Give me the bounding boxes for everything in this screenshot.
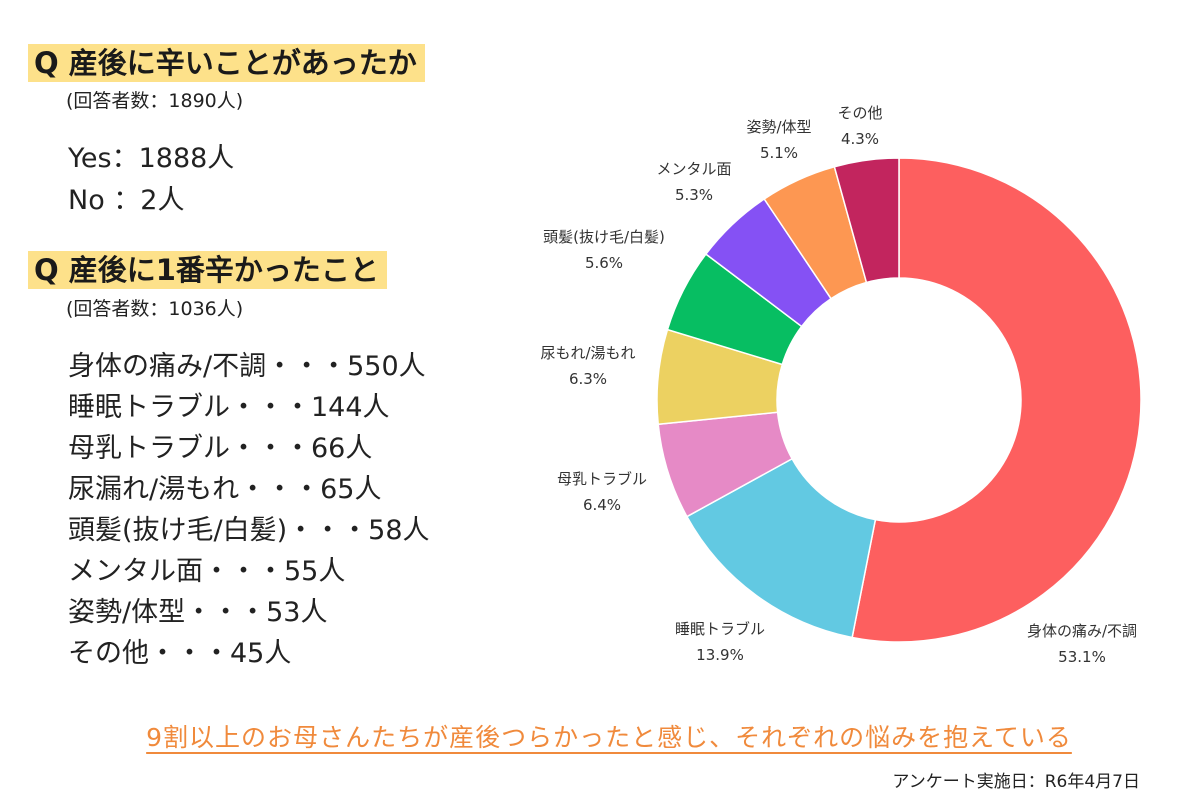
donut-slice xyxy=(833,157,900,284)
question2-respondents: (回答者数：1036人) xyxy=(66,298,244,320)
question1-respondents: (回答者数：1890人) xyxy=(66,90,244,112)
donut-slice xyxy=(851,157,1142,643)
answer-item: 睡眠トラブル・・・144人 xyxy=(68,392,390,423)
slice-category-label: 姿勢/体型 xyxy=(746,118,811,136)
survey-date: アンケート実施日：R6年4月7日 xyxy=(892,772,1140,792)
slice-value-label: 53.1% xyxy=(1058,648,1106,666)
slice-category-label: 身体の痛み/不調 xyxy=(1027,622,1137,640)
answer-list: 身体の痛み/不調・・・550人 睡眠トラブル・・・144人 母乳トラブル・・・6… xyxy=(68,346,430,674)
slice-value-label: 5.3% xyxy=(675,186,713,204)
summary-message: 9割以上のお母さんたちが産後つらかったと感じ、それぞれの悩みを抱えている xyxy=(146,723,1072,752)
slice-value-label: 6.4% xyxy=(583,496,621,514)
slice-category-label: 尿もれ/湯もれ xyxy=(540,344,635,362)
slice-category-label: メンタル面 xyxy=(656,160,731,178)
answer-item: メンタル面・・・55人 xyxy=(68,556,346,587)
answer-item: 母乳トラブル・・・66人 xyxy=(68,433,373,464)
answer-item: 尿漏れ/湯もれ・・・65人 xyxy=(68,474,382,505)
slice-value-label: 6.3% xyxy=(569,370,607,388)
answer-item: 姿勢/体型・・・53人 xyxy=(68,597,328,628)
slice-value-label: 13.9% xyxy=(696,646,744,664)
question2-title: Q 産後に1番辛かったこと xyxy=(28,251,387,289)
slice-value-label: 4.3% xyxy=(841,130,879,148)
answer-item: 身体の痛み/不調・・・550人 xyxy=(68,351,426,382)
slice-category-label: 母乳トラブル xyxy=(557,470,647,488)
question1-title: Q 産後に辛いことがあったか xyxy=(28,44,425,82)
slice-category-label: その他 xyxy=(837,104,882,122)
slice-category-label: 睡眠トラブル xyxy=(675,620,765,638)
slice-category-label: 頭髪(抜け毛/白髪) xyxy=(543,228,665,246)
no-count: No ：2人 xyxy=(68,185,185,216)
yes-count: Yes：1888人 xyxy=(68,143,235,174)
donut-slice xyxy=(685,457,877,639)
answer-item: その他・・・45人 xyxy=(68,638,292,669)
answer-item: 頭髪(抜け毛/白髪)・・・58人 xyxy=(68,515,430,546)
question1-answers: Yes：1888人 No ：2人 xyxy=(68,138,234,222)
slice-value-label: 5.1% xyxy=(760,144,798,162)
slice-value-label: 5.6% xyxy=(585,254,623,272)
